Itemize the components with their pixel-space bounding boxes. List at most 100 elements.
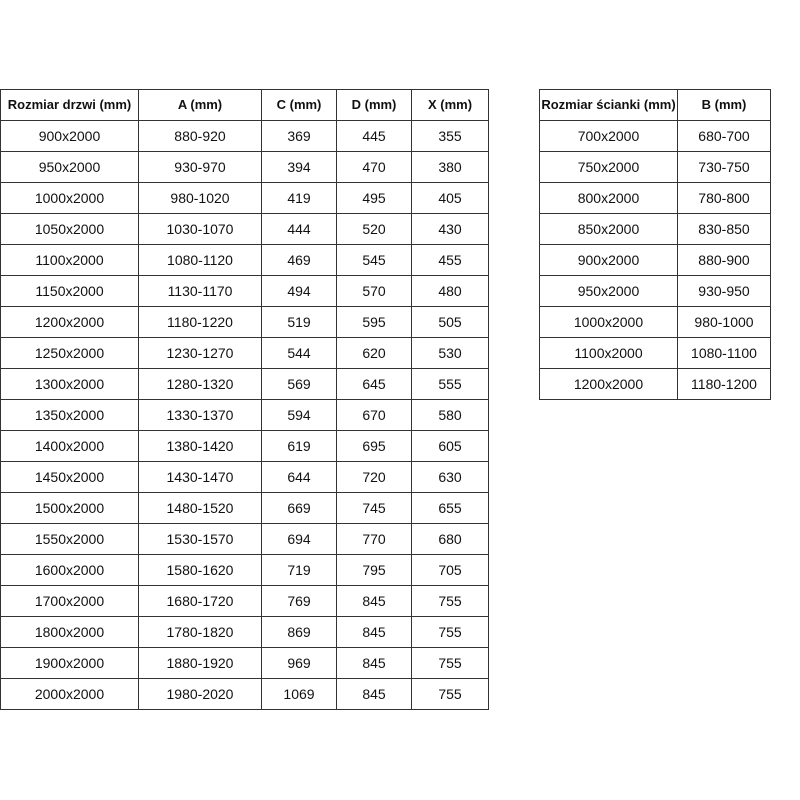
- table-cell: 755: [411, 616, 489, 648]
- table-cell: 605: [411, 430, 489, 462]
- table-row: 1100x2000 1080-1100: [539, 337, 771, 369]
- table-cell: 1130-1170: [138, 275, 262, 307]
- table-row: 1100x2000 1080-1120 469 545 455: [0, 244, 489, 276]
- table-row: 1200x2000 1180-1200: [539, 368, 771, 400]
- table-row: 1150x2000 1130-1170 494 570 480: [0, 275, 489, 307]
- table-cell: 1200x2000: [0, 306, 139, 338]
- table-cell: 1230-1270: [138, 337, 262, 369]
- table-cell: 569: [261, 368, 337, 400]
- table-cell: 545: [336, 244, 412, 276]
- table-row: 1450x2000 1430-1470 644 720 630: [0, 461, 489, 493]
- table-cell: 2000x2000: [0, 678, 139, 710]
- column-header: C (mm): [261, 89, 337, 121]
- table-cell: 1050x2000: [0, 213, 139, 245]
- column-header: Rozmiar ścianki (mm): [539, 89, 678, 121]
- table-cell: 969: [261, 647, 337, 679]
- table-cell: 455: [411, 244, 489, 276]
- table-cell: 394: [261, 151, 337, 183]
- table-row: 1000x2000 980-1020 419 495 405: [0, 182, 489, 214]
- table-cell: 869: [261, 616, 337, 648]
- column-header: Rozmiar drzwi (mm): [0, 89, 139, 121]
- table-cell: 1000x2000: [539, 306, 678, 338]
- table-cell: 445: [336, 120, 412, 152]
- table-cell: 1080-1100: [677, 337, 771, 369]
- table-cell: 830-850: [677, 213, 771, 245]
- table-cell: 1380-1420: [138, 430, 262, 462]
- table-cell: 595: [336, 306, 412, 338]
- table-row: 1500x2000 1480-1520 669 745 655: [0, 492, 489, 524]
- table-cell: 480: [411, 275, 489, 307]
- table-cell: 845: [336, 678, 412, 710]
- table-cell: 555: [411, 368, 489, 400]
- table-cell: 619: [261, 430, 337, 462]
- table-cell: 930-950: [677, 275, 771, 307]
- table-row: 950x2000 930-970 394 470 380: [0, 151, 489, 183]
- table-header-row: Rozmiar ścianki (mm) B (mm): [539, 89, 771, 121]
- table-cell: 1180-1220: [138, 306, 262, 338]
- table-cell: 850x2000: [539, 213, 678, 245]
- table-cell: 1150x2000: [0, 275, 139, 307]
- table-cell: 530: [411, 337, 489, 369]
- table-row: 750x2000 730-750: [539, 151, 771, 183]
- table-cell: 669: [261, 492, 337, 524]
- table-cell: 1100x2000: [539, 337, 678, 369]
- table-cell: 644: [261, 461, 337, 493]
- table-cell: 1350x2000: [0, 399, 139, 431]
- table-row: 800x2000 780-800: [539, 182, 771, 214]
- table-row: 950x2000 930-950: [539, 275, 771, 307]
- table-cell: 695: [336, 430, 412, 462]
- table-cell: 405: [411, 182, 489, 214]
- table-cell: 1450x2000: [0, 461, 139, 493]
- table-cell: 670: [336, 399, 412, 431]
- table-cell: 505: [411, 306, 489, 338]
- table-cell: 645: [336, 368, 412, 400]
- table-cell: 1100x2000: [0, 244, 139, 276]
- table-cell: 694: [261, 523, 337, 555]
- table-cell: 355: [411, 120, 489, 152]
- table-cell: 1680-1720: [138, 585, 262, 617]
- table-row: 900x2000 880-920 369 445 355: [0, 120, 489, 152]
- table-row: 1250x2000 1230-1270 544 620 530: [0, 337, 489, 369]
- table-cell: 469: [261, 244, 337, 276]
- table-cell: 1880-1920: [138, 647, 262, 679]
- table-header-row: Rozmiar drzwi (mm) A (mm) C (mm) D (mm) X (m…: [0, 89, 489, 121]
- table-cell: 755: [411, 585, 489, 617]
- table-row: 700x2000 680-700: [539, 120, 771, 152]
- wall-size-table: Rozmiar ścianki (mm) B (mm) 700x2000 680-7…: [539, 89, 771, 400]
- table-cell: 769: [261, 585, 337, 617]
- table-cell: 845: [336, 585, 412, 617]
- table-cell: 780-800: [677, 182, 771, 214]
- table-cell: 1980-2020: [138, 678, 262, 710]
- table-cell: 720: [336, 461, 412, 493]
- table-cell: 1780-1820: [138, 616, 262, 648]
- table-row: 1050x2000 1030-1070 444 520 430: [0, 213, 489, 245]
- table-cell: 930-970: [138, 151, 262, 183]
- table-cell: 1180-1200: [677, 368, 771, 400]
- table-row: 1200x2000 1180-1220 519 595 505: [0, 306, 489, 338]
- table-row: 850x2000 830-850: [539, 213, 771, 245]
- table-cell: 419: [261, 182, 337, 214]
- table-cell: 1900x2000: [0, 647, 139, 679]
- table-cell: 980-1000: [677, 306, 771, 338]
- table-cell: 494: [261, 275, 337, 307]
- table-cell: 620: [336, 337, 412, 369]
- table-cell: 900x2000: [539, 244, 678, 276]
- table-row: 1700x2000 1680-1720 769 845 755: [0, 585, 489, 617]
- table-row: 1000x2000 980-1000: [539, 306, 771, 338]
- table-cell: 950x2000: [0, 151, 139, 183]
- table-cell: 470: [336, 151, 412, 183]
- table-cell: 1700x2000: [0, 585, 139, 617]
- table-cell: 770: [336, 523, 412, 555]
- table-cell: 580: [411, 399, 489, 431]
- table-cell: 544: [261, 337, 337, 369]
- column-header: A (mm): [138, 89, 262, 121]
- table-cell: 700x2000: [539, 120, 678, 152]
- table-cell: 1200x2000: [539, 368, 678, 400]
- table-cell: 570: [336, 275, 412, 307]
- table-row: 1300x2000 1280-1320 569 645 555: [0, 368, 489, 400]
- table-cell: 795: [336, 554, 412, 586]
- table-cell: 1000x2000: [0, 182, 139, 214]
- table-cell: 980-1020: [138, 182, 262, 214]
- table-cell: 1500x2000: [0, 492, 139, 524]
- table-cell: 1580-1620: [138, 554, 262, 586]
